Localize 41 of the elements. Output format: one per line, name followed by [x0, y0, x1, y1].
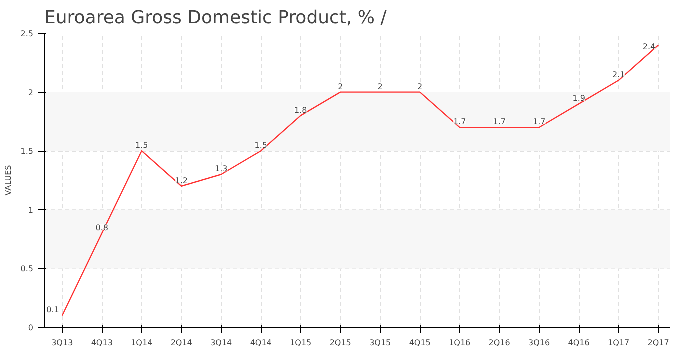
- data-label: 1.5: [136, 141, 148, 150]
- data-label: 1.3: [215, 164, 228, 174]
- x-tick-label: 3Q13: [52, 338, 74, 348]
- y-tick-label: 2: [28, 88, 34, 98]
- data-label: 2.1: [612, 70, 626, 80]
- x-tick-label: 1Q15: [290, 338, 312, 348]
- x-tick-label: 1Q14: [131, 338, 153, 348]
- x-tick-label: 3Q14: [210, 338, 232, 348]
- data-label: 2: [378, 82, 383, 92]
- chart-title: Euroarea Gross Domestic Product, % /: [44, 8, 388, 28]
- data-label: 1.7: [493, 118, 506, 127]
- y-tick-label: 1: [28, 206, 34, 215]
- data-label: 1.9: [572, 94, 586, 104]
- data-label: 2: [338, 82, 344, 92]
- y-tick-label: 1.5: [20, 147, 34, 156]
- data-label: 1.7: [532, 118, 546, 127]
- y-axis-title: VALUES: [4, 165, 13, 196]
- x-tick-label: 2Q15: [330, 338, 352, 348]
- data-label: 1.8: [294, 106, 308, 115]
- line-series: [62, 44, 660, 316]
- data-label: 0.8: [96, 223, 109, 232]
- x-tick-label: 2Q14: [170, 338, 192, 348]
- data-label: 0.1: [46, 306, 60, 315]
- y-tick-label: 0: [28, 324, 34, 332]
- data-label: 2.4: [642, 42, 656, 52]
- x-tick-label: 2Q17: [648, 338, 670, 348]
- x-tick-label: 4Q13: [91, 338, 113, 348]
- data-label: 2: [418, 82, 423, 92]
- data-label: 1.5: [254, 141, 268, 150]
- x-tick-label: 4Q16: [568, 338, 590, 348]
- x-tick-label: 4Q14: [250, 338, 272, 348]
- y-tick-label: 0.5: [20, 264, 34, 274]
- x-tick-label: 2Q16: [488, 338, 510, 348]
- x-tick-label: 4Q15: [409, 338, 431, 348]
- x-tick-label: 3Q15: [370, 338, 392, 348]
- x-tick-label: 3Q16: [528, 338, 550, 348]
- x-tick-label: 1Q16: [449, 338, 471, 348]
- data-label: 1.2: [175, 176, 188, 186]
- x-tick-label: 1Q17: [608, 338, 630, 348]
- y-tick-label: 2.5: [20, 30, 34, 38]
- data-label: 1.7: [453, 118, 466, 127]
